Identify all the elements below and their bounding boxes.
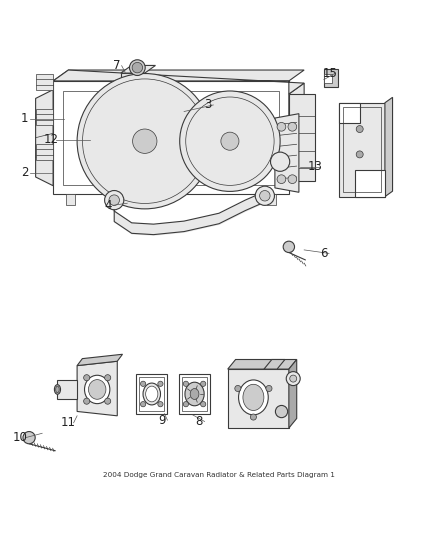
Circle shape [266, 385, 272, 392]
Text: 10: 10 [13, 431, 28, 444]
Circle shape [105, 190, 124, 210]
Circle shape [260, 190, 270, 201]
Ellipse shape [185, 382, 204, 406]
Text: 3: 3 [205, 99, 212, 111]
Circle shape [130, 60, 145, 76]
Ellipse shape [143, 383, 160, 405]
Circle shape [271, 152, 290, 171]
Bar [343, 107, 381, 192]
Ellipse shape [56, 386, 59, 393]
Ellipse shape [146, 386, 158, 402]
Polygon shape [267, 195, 276, 205]
Polygon shape [35, 90, 53, 185]
Polygon shape [121, 66, 155, 73]
Circle shape [235, 385, 241, 392]
Circle shape [356, 126, 363, 133]
Circle shape [290, 375, 297, 382]
Polygon shape [53, 81, 289, 195]
Circle shape [183, 381, 188, 386]
Text: 13: 13 [307, 160, 322, 173]
Text: 4: 4 [104, 199, 111, 212]
Polygon shape [339, 103, 385, 197]
Bar [324, 69, 338, 87]
Circle shape [141, 401, 146, 407]
Polygon shape [179, 374, 210, 414]
Text: 2: 2 [21, 166, 28, 179]
Circle shape [251, 414, 257, 420]
Circle shape [77, 74, 212, 209]
Circle shape [23, 432, 35, 444]
Circle shape [276, 406, 288, 418]
Text: 11: 11 [61, 416, 76, 429]
Circle shape [132, 62, 143, 73]
Polygon shape [289, 83, 304, 181]
Ellipse shape [54, 385, 60, 394]
Polygon shape [35, 144, 53, 159]
Text: 12: 12 [43, 133, 58, 147]
Ellipse shape [239, 380, 268, 415]
Circle shape [201, 381, 206, 386]
Circle shape [105, 375, 111, 381]
Ellipse shape [243, 384, 264, 410]
Circle shape [288, 123, 297, 131]
Circle shape [277, 175, 286, 183]
Circle shape [109, 195, 120, 205]
Polygon shape [289, 359, 297, 428]
Circle shape [84, 375, 90, 381]
Circle shape [283, 241, 294, 253]
Bar [324, 74, 332, 83]
Circle shape [286, 372, 300, 385]
Bar [355, 171, 385, 197]
Polygon shape [228, 369, 289, 428]
Polygon shape [53, 70, 304, 81]
Bar [121, 73, 145, 88]
Ellipse shape [190, 389, 199, 399]
Ellipse shape [88, 379, 106, 399]
Text: 2004 Dodge Grand Caravan Radiator & Related Parts Diagram 1: 2004 Dodge Grand Caravan Radiator & Rela… [103, 472, 335, 478]
Polygon shape [289, 94, 315, 181]
Polygon shape [53, 70, 304, 94]
Text: 8: 8 [196, 415, 203, 428]
Text: 7: 7 [113, 59, 120, 72]
Polygon shape [136, 374, 167, 414]
Circle shape [180, 91, 280, 191]
Text: 6: 6 [320, 247, 328, 260]
Polygon shape [264, 359, 285, 369]
Text: 1: 1 [21, 112, 28, 125]
Polygon shape [275, 114, 299, 192]
Circle shape [133, 129, 157, 154]
Circle shape [158, 381, 163, 386]
Polygon shape [35, 109, 53, 125]
Circle shape [105, 398, 111, 404]
Circle shape [141, 381, 146, 386]
Circle shape [277, 123, 286, 131]
Text: 9: 9 [159, 414, 166, 427]
Polygon shape [385, 98, 392, 197]
Polygon shape [35, 75, 53, 90]
Circle shape [255, 186, 275, 205]
Circle shape [84, 398, 90, 404]
Ellipse shape [85, 375, 110, 403]
Circle shape [221, 132, 239, 150]
Bar [339, 103, 360, 124]
Circle shape [356, 151, 363, 158]
Polygon shape [228, 359, 297, 369]
Circle shape [201, 401, 206, 407]
Polygon shape [66, 195, 75, 205]
Polygon shape [57, 380, 77, 399]
Circle shape [158, 401, 163, 407]
Text: 15: 15 [323, 67, 338, 79]
Circle shape [183, 401, 188, 407]
Polygon shape [77, 354, 123, 366]
Circle shape [288, 175, 297, 183]
Polygon shape [77, 361, 117, 416]
